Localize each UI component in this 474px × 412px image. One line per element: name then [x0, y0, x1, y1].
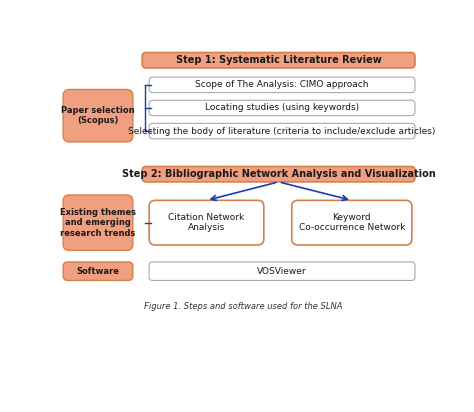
Text: Keyword
Co-occurrence Network: Keyword Co-occurrence Network — [299, 213, 405, 232]
FancyBboxPatch shape — [142, 52, 415, 68]
Text: Locating studies (using keywords): Locating studies (using keywords) — [205, 103, 359, 112]
FancyBboxPatch shape — [149, 77, 415, 93]
Text: Step 2: Bibliographic Network Analysis and Visualization: Step 2: Bibliographic Network Analysis a… — [122, 169, 436, 179]
FancyBboxPatch shape — [149, 123, 415, 139]
FancyBboxPatch shape — [142, 166, 415, 182]
FancyBboxPatch shape — [292, 200, 412, 245]
Text: Citation Network
Analysis: Citation Network Analysis — [168, 213, 245, 232]
Text: Selecting the body of literature (criteria to include/exclude articles): Selecting the body of literature (criter… — [128, 126, 436, 136]
FancyBboxPatch shape — [63, 262, 133, 281]
Text: Paper selection
(Scopus): Paper selection (Scopus) — [61, 106, 135, 125]
FancyBboxPatch shape — [149, 100, 415, 116]
Text: Scope of The Analysis: CIMO approach: Scope of The Analysis: CIMO approach — [195, 80, 369, 89]
FancyBboxPatch shape — [149, 262, 415, 281]
Text: Step 1: Systematic Literature Review: Step 1: Systematic Literature Review — [176, 55, 382, 65]
Text: Software: Software — [76, 267, 119, 276]
Text: Existing themes
and emerging
research trends: Existing themes and emerging research tr… — [60, 208, 136, 238]
Text: Figure 1. Steps and software used for the SLNA: Figure 1. Steps and software used for th… — [144, 302, 342, 311]
FancyBboxPatch shape — [63, 195, 133, 250]
FancyBboxPatch shape — [149, 200, 264, 245]
Text: VOSViewer: VOSViewer — [257, 267, 307, 276]
FancyBboxPatch shape — [63, 89, 133, 142]
